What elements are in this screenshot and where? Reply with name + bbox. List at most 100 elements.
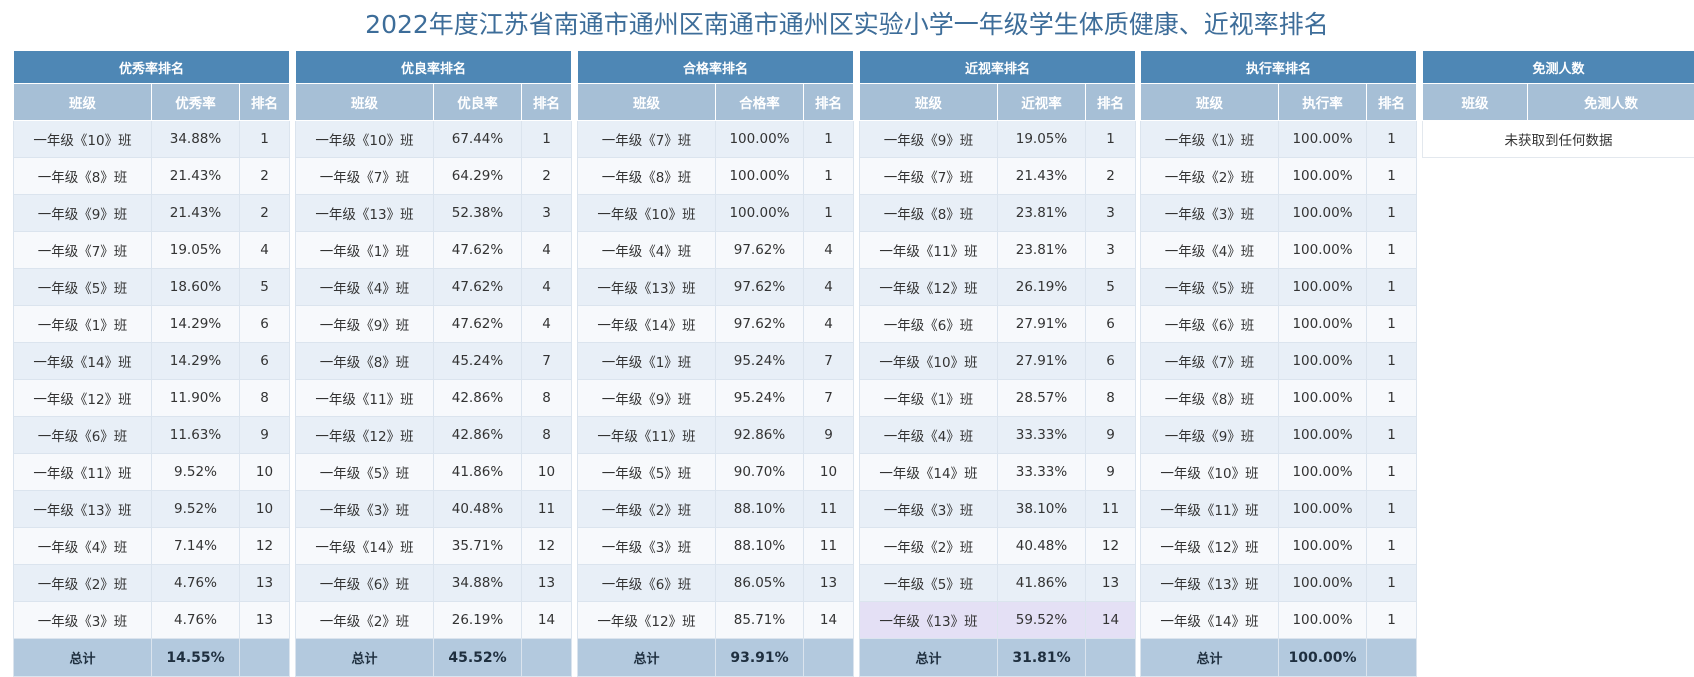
class-name-cell: 一年级《8》班 bbox=[296, 343, 434, 380]
rank-cell: 1 bbox=[1367, 121, 1417, 158]
rank-cell: 12 bbox=[1086, 528, 1136, 565]
rank-cell: 1 bbox=[804, 121, 854, 158]
column-header: 班级 bbox=[1141, 84, 1279, 121]
class-name-cell: 一年级《13》班 bbox=[1141, 565, 1279, 602]
class-name-cell: 一年级《13》班 bbox=[860, 602, 998, 639]
class-name-cell: 一年级《4》班 bbox=[296, 269, 434, 306]
column-header: 优秀率 bbox=[152, 84, 240, 121]
total-rank-empty bbox=[1367, 639, 1417, 677]
exempt-table-title: 免测人数 bbox=[1423, 51, 1694, 84]
rate-cell: 11.63% bbox=[152, 417, 240, 454]
rate-cell: 52.38% bbox=[434, 195, 522, 232]
rate-cell: 86.05% bbox=[716, 565, 804, 602]
rank-cell: 10 bbox=[240, 454, 290, 491]
table-title: 合格率排名 bbox=[578, 51, 854, 84]
rank-cell: 6 bbox=[240, 306, 290, 343]
rate-cell: 47.62% bbox=[434, 306, 522, 343]
rank-cell: 4 bbox=[240, 232, 290, 269]
rate-cell: 9.52% bbox=[152, 491, 240, 528]
column-header: 优良率 bbox=[434, 84, 522, 121]
rank-cell: 14 bbox=[522, 602, 572, 639]
rate-cell: 21.43% bbox=[998, 158, 1086, 195]
class-name-cell: 一年级《3》班 bbox=[860, 491, 998, 528]
class-name-cell: 一年级《10》班 bbox=[578, 195, 716, 232]
rank-cell: 13 bbox=[240, 602, 290, 639]
class-name-cell: 一年级《3》班 bbox=[1141, 195, 1279, 232]
class-name-cell: 一年级《5》班 bbox=[578, 454, 716, 491]
class-name-cell: 一年级《12》班 bbox=[578, 602, 716, 639]
rank-cell: 1 bbox=[804, 158, 854, 195]
rank-cell: 6 bbox=[1086, 343, 1136, 380]
class-name-cell: 一年级《10》班 bbox=[296, 121, 434, 158]
class-name-cell: 一年级《8》班 bbox=[14, 158, 152, 195]
class-name-cell: 一年级《8》班 bbox=[860, 195, 998, 232]
class-name-cell: 一年级《12》班 bbox=[296, 417, 434, 454]
column-header: 班级 bbox=[14, 84, 152, 121]
rate-cell: 100.00% bbox=[1279, 454, 1367, 491]
rate-cell: 85.71% bbox=[716, 602, 804, 639]
rate-cell: 67.44% bbox=[434, 121, 522, 158]
rank-cell: 1 bbox=[1367, 269, 1417, 306]
rank-cell: 1 bbox=[1367, 565, 1417, 602]
total-value: 45.52% bbox=[434, 639, 522, 677]
class-name-cell: 一年级《2》班 bbox=[860, 528, 998, 565]
rank-cell: 5 bbox=[240, 269, 290, 306]
class-name-cell: 一年级《3》班 bbox=[14, 602, 152, 639]
rank-cell: 13 bbox=[804, 565, 854, 602]
rate-cell: 21.43% bbox=[152, 195, 240, 232]
rate-cell: 38.10% bbox=[998, 491, 1086, 528]
class-name-cell: 一年级《5》班 bbox=[14, 269, 152, 306]
table-title: 优良率排名 bbox=[296, 51, 572, 84]
rate-cell: 40.48% bbox=[434, 491, 522, 528]
rate-cell: 42.86% bbox=[434, 417, 522, 454]
rate-cell: 100.00% bbox=[1279, 491, 1367, 528]
class-name-cell: 一年级《11》班 bbox=[1141, 491, 1279, 528]
class-name-cell: 一年级《2》班 bbox=[1141, 158, 1279, 195]
rank-cell: 1 bbox=[1367, 158, 1417, 195]
rank-cell: 4 bbox=[804, 306, 854, 343]
column-header: 班级 bbox=[860, 84, 998, 121]
column-header: 班级 bbox=[578, 84, 716, 121]
rank-cell: 14 bbox=[804, 602, 854, 639]
class-name-cell: 一年级《11》班 bbox=[860, 232, 998, 269]
class-name-cell: 一年级《13》班 bbox=[578, 269, 716, 306]
rate-cell: 40.48% bbox=[998, 528, 1086, 565]
rate-cell: 33.33% bbox=[998, 417, 1086, 454]
total-value: 100.00% bbox=[1279, 639, 1367, 677]
rate-cell: 9.52% bbox=[152, 454, 240, 491]
rate-cell: 27.91% bbox=[998, 343, 1086, 380]
rank-cell: 2 bbox=[522, 158, 572, 195]
rate-cell: 19.05% bbox=[152, 232, 240, 269]
total-label: 总计 bbox=[296, 639, 434, 677]
rank-cell: 1 bbox=[1367, 491, 1417, 528]
rate-cell: 100.00% bbox=[1279, 232, 1367, 269]
class-name-cell: 一年级《3》班 bbox=[578, 528, 716, 565]
rank-cell: 4 bbox=[804, 232, 854, 269]
